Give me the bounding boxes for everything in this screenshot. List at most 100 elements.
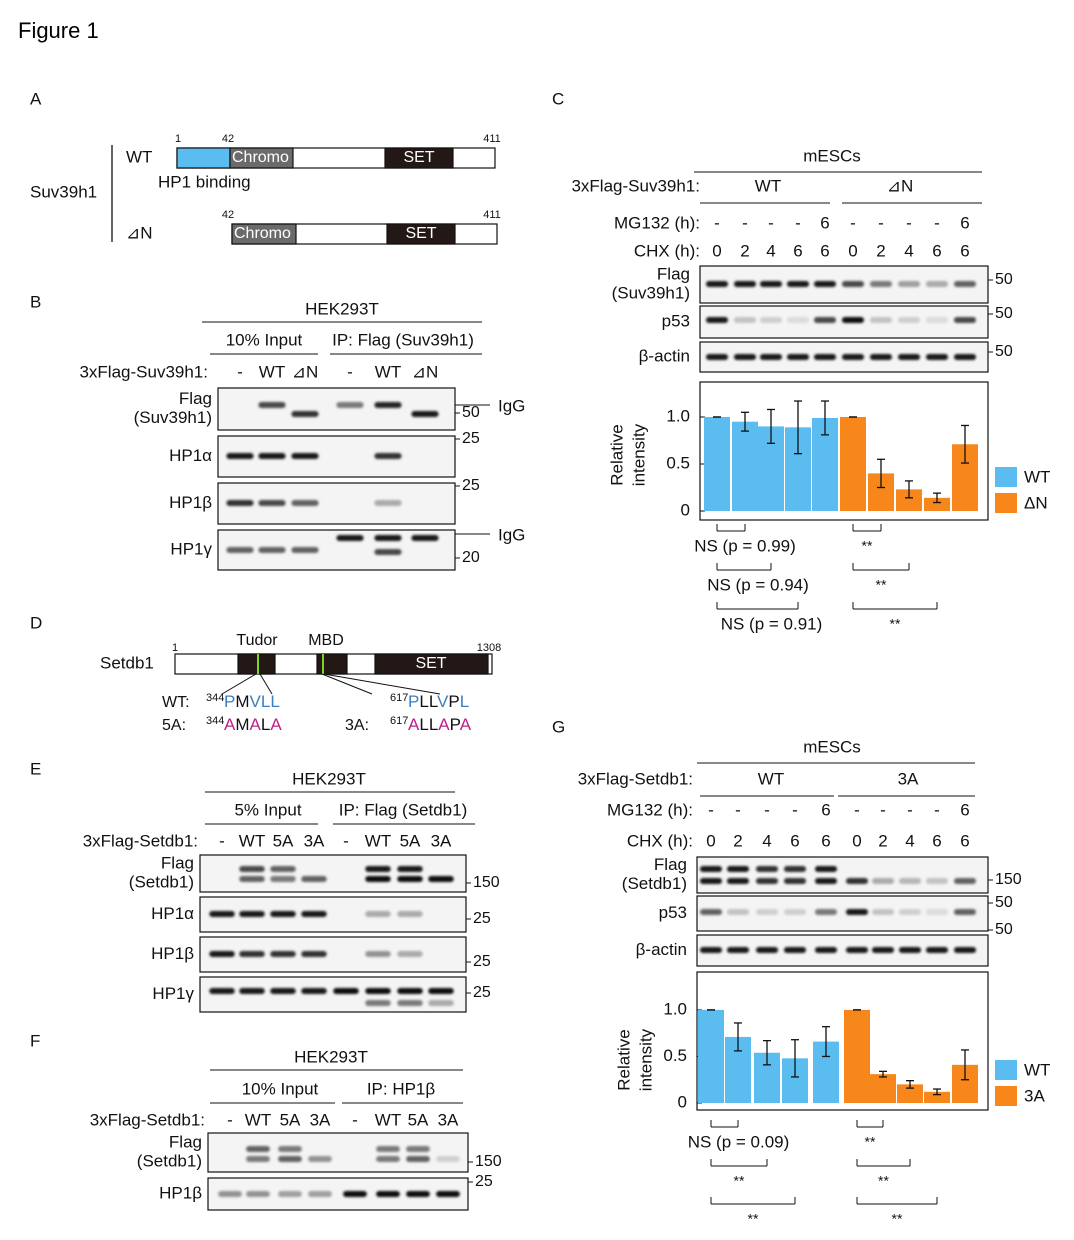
label: IP: Flag (Suv39h1) — [332, 330, 474, 349]
band — [436, 1156, 460, 1162]
band — [428, 1000, 454, 1006]
band — [814, 878, 838, 884]
label: IgG — [498, 396, 525, 415]
band — [336, 535, 364, 541]
label: - — [352, 1110, 358, 1129]
label: (Setdb1) — [137, 1151, 202, 1170]
label: 50 — [995, 921, 1013, 938]
band — [845, 947, 869, 953]
label: B — [30, 292, 41, 311]
label: MG132 (h): — [614, 213, 700, 232]
label: 6 — [932, 241, 941, 260]
label: - — [735, 800, 741, 819]
label: WT — [126, 147, 152, 166]
band — [406, 1146, 430, 1152]
band — [278, 1156, 302, 1162]
band — [374, 453, 402, 459]
legend-label: WT — [1024, 467, 1050, 486]
bar — [732, 421, 758, 511]
legend-swatch — [995, 1086, 1017, 1106]
blot — [207, 1132, 469, 1173]
band — [258, 547, 286, 553]
label: 25 — [473, 953, 491, 970]
label: PMVLL — [224, 692, 280, 711]
label: β-actin — [636, 940, 687, 959]
residue: V — [437, 692, 449, 711]
label: Flag — [179, 389, 212, 408]
y-tick-label: 1.0 — [666, 406, 690, 425]
band — [755, 947, 779, 953]
label: - — [768, 213, 774, 232]
band — [278, 1146, 302, 1152]
label: (Setdb1) — [129, 872, 194, 891]
y-tick-label: 1.0 — [663, 999, 687, 1018]
band — [343, 1191, 367, 1197]
label: 3A — [310, 1110, 331, 1129]
rule — [323, 673, 441, 695]
significance: ** — [890, 616, 901, 632]
label: IP: Flag (Setdb1) — [339, 800, 468, 819]
band — [953, 317, 977, 323]
label: - — [227, 1110, 233, 1129]
label: 3xFlag-Setdb1: — [578, 769, 693, 788]
label: β-actin — [639, 346, 690, 365]
label: WT — [245, 1110, 271, 1129]
tudor-domain — [237, 653, 276, 675]
band — [397, 1000, 423, 1006]
label: 20 — [462, 549, 480, 566]
label: 25 — [462, 477, 480, 494]
band — [406, 1156, 430, 1162]
band — [726, 947, 750, 953]
band — [759, 354, 783, 360]
set-domain — [386, 223, 456, 245]
label: D — [30, 613, 42, 632]
band — [733, 354, 757, 360]
band — [783, 947, 807, 953]
blot — [217, 435, 456, 478]
band — [699, 909, 723, 915]
label: WT: — [162, 694, 190, 711]
band — [365, 876, 391, 882]
band — [699, 878, 723, 884]
band — [841, 281, 865, 287]
residue: P — [408, 692, 419, 711]
band — [845, 909, 869, 915]
band — [428, 876, 454, 882]
label: 617 — [390, 692, 408, 704]
significance: ** — [862, 538, 873, 554]
band — [226, 547, 254, 553]
label: - — [906, 213, 912, 232]
set-domain — [384, 147, 454, 169]
significance: ** — [892, 1211, 903, 1227]
label: 6 — [790, 831, 799, 850]
legend-label: ΔN — [1024, 493, 1048, 512]
residue: L — [460, 692, 469, 711]
band — [699, 866, 723, 872]
band — [428, 988, 454, 994]
band — [814, 947, 838, 953]
label: 3xFlag-Suv39h1: — [571, 176, 700, 195]
label: 3xFlag-Setdb1: — [83, 831, 198, 850]
label: 50 — [462, 404, 480, 421]
band — [726, 866, 750, 872]
residue: P — [448, 692, 459, 711]
blot — [696, 856, 989, 894]
residue: M — [235, 715, 249, 734]
band — [733, 317, 757, 323]
label: WT — [758, 769, 784, 788]
figure-title: Figure 1 — [18, 18, 99, 43]
label: 6 — [821, 800, 830, 819]
bar — [840, 417, 866, 511]
band — [786, 354, 810, 360]
blot — [199, 854, 467, 893]
label: 2 — [878, 831, 887, 850]
band — [226, 453, 254, 459]
band — [209, 951, 235, 957]
label: Flag — [161, 853, 194, 872]
band — [871, 947, 895, 953]
y-axis-label: intensity — [629, 423, 648, 486]
residue: A — [438, 715, 450, 734]
band — [898, 947, 922, 953]
label: A — [30, 89, 42, 108]
residue: L — [429, 692, 438, 711]
